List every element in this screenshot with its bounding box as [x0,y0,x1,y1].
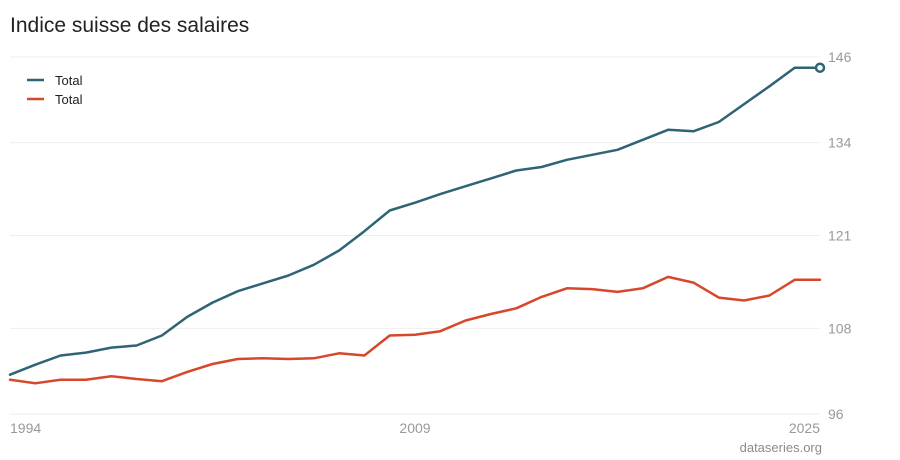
series-lines [8,62,826,385]
legend-label: Total [55,92,83,107]
y-tick-label: 96 [828,406,844,422]
y-tick-label: 108 [828,320,852,336]
source-credit: dataseries.org [739,440,822,455]
x-tick-label: 1994 [10,420,41,436]
x-axis-ticks: 1994 2009 2025 [10,420,820,436]
y-axis-ticks: 96 108 121 134 146 [828,49,852,422]
series-line-0 [8,66,822,376]
y-tick-label: 134 [828,135,852,151]
x-tick-label: 2009 [399,420,430,436]
series-line-1 [8,275,822,385]
gridlines [10,56,820,415]
y-tick-label: 146 [828,49,852,65]
x-tick-label: 2025 [789,420,820,436]
series-end-marker [814,62,826,73]
chart-title: Indice suisse des salaires [10,14,250,37]
legend-label: Total [55,73,83,88]
legend: Total Total [27,73,83,107]
y-tick-label: 121 [828,228,852,244]
